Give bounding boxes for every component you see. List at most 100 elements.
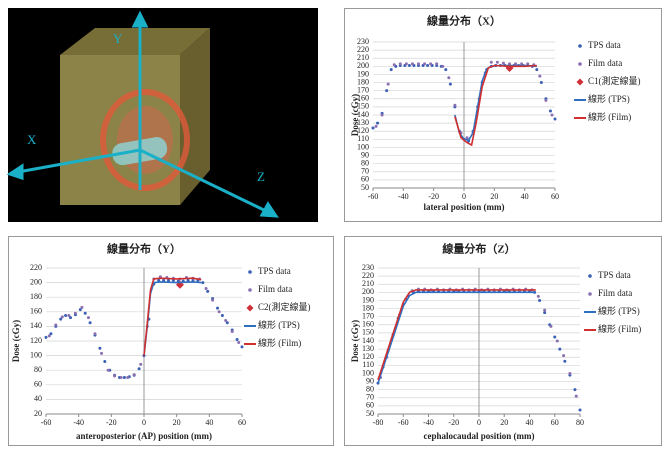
x-arrowhead [6, 163, 24, 181]
y-tick-label: 190 [362, 295, 374, 304]
y-tick-label: 180 [362, 303, 374, 312]
data-point [220, 313, 224, 317]
data-point [93, 332, 97, 336]
y-tick-label: 120 [357, 126, 369, 135]
data-point [216, 306, 219, 310]
x-tick-label: -40 [398, 192, 409, 201]
y-axis-label: Dose (cGy) [350, 320, 360, 362]
trend-line [377, 291, 536, 384]
data-point [69, 316, 72, 320]
y-tick-label: 80 [366, 384, 374, 393]
x-tick-label: 80 [576, 418, 584, 427]
data-point [543, 308, 547, 312]
data-point [100, 351, 104, 355]
data-point [535, 68, 539, 72]
data-point [47, 334, 51, 338]
legend-label: 線形 (Film) [598, 323, 641, 334]
x-axis-label: anteroposterior (AP) position (mm) [76, 431, 212, 441]
data-point [167, 278, 170, 282]
data-point [204, 286, 208, 290]
y-tick-label: 200 [362, 287, 374, 296]
x-tick-label: -40 [73, 418, 84, 427]
data-point [385, 89, 389, 93]
legend-label: Film data [258, 284, 292, 294]
legend-swatch [578, 44, 582, 48]
dose-shell [100, 89, 190, 191]
data-point [520, 62, 524, 66]
trend-line [377, 289, 536, 381]
y-tick-label: 120 [30, 336, 42, 345]
data-point [376, 121, 380, 125]
x-tick-label: 40 [521, 192, 529, 201]
data-point [235, 338, 239, 342]
render-panel: Y X Z [6, 8, 318, 222]
x-tick-label: 60 [551, 418, 559, 427]
y-tick-label: 60 [366, 401, 374, 410]
data-point [126, 376, 130, 379]
y-tick-label: 180 [30, 292, 42, 301]
data-point [448, 82, 452, 86]
data-point [548, 109, 552, 113]
legend-label: Film data [598, 288, 632, 298]
legend-swatch [588, 274, 592, 278]
data-point [465, 136, 469, 140]
y-tick-label: 190 [357, 69, 369, 78]
data-point [558, 347, 562, 351]
data-point [49, 332, 53, 336]
y-tick-label: 170 [362, 311, 374, 320]
legend-label: 線形 (TPS) [598, 305, 640, 316]
y-axis-label: Dose (cGy) [11, 320, 21, 362]
y-tick-label: 150 [362, 328, 374, 337]
z-axis-arrow [139, 148, 269, 214]
data-point [211, 298, 215, 302]
y-tick-label: 140 [357, 110, 369, 119]
legend-label: 線形 (TPS) [258, 319, 300, 330]
x-tick-label: 0 [462, 192, 466, 201]
data-point [122, 376, 126, 379]
data-point [83, 311, 87, 315]
data-point [59, 317, 63, 321]
y-tick-label: 20 [34, 409, 42, 418]
x-tick-label: 0 [477, 418, 481, 427]
cube-top [60, 28, 210, 55]
legend-swatch [588, 292, 592, 296]
data-point [508, 62, 511, 66]
data-point [426, 64, 430, 68]
y-tick-label: 110 [357, 134, 369, 143]
data-point [224, 319, 228, 323]
x-label: X [27, 132, 37, 147]
data-point [392, 63, 396, 67]
legend-label: C2(測定線量) [258, 301, 311, 312]
y-tick-label: 90 [361, 150, 369, 159]
data-point [444, 68, 448, 72]
data-point [113, 374, 117, 378]
data-point [171, 278, 175, 282]
y-tick-label: 220 [362, 271, 374, 280]
data-point [230, 330, 234, 334]
data-point [206, 289, 210, 293]
z-arrowhead [259, 201, 279, 218]
x-axis-arrow [17, 148, 141, 174]
data-point [568, 371, 572, 375]
legend-label: Film data [588, 58, 622, 68]
x-tick-label: 20 [500, 418, 508, 427]
y-tick-label: 200 [357, 61, 369, 70]
data-point [447, 76, 451, 80]
y-arrowhead [131, 10, 149, 28]
data-point [495, 60, 499, 64]
y-tick-label: 100 [30, 350, 42, 359]
y-tick-label: 210 [362, 279, 374, 288]
data-point [80, 305, 84, 309]
data-point [550, 113, 554, 117]
data-point [371, 126, 375, 130]
data-point [119, 376, 123, 379]
chart-title: 線量分布（Y） [107, 242, 181, 256]
legend-label: C1(測定線量) [588, 75, 641, 86]
data-point [441, 64, 445, 68]
data-point [54, 323, 58, 327]
y-tick-label: 120 [362, 352, 374, 361]
data-point [553, 117, 557, 121]
data-point [64, 313, 68, 317]
y-tick-label: 150 [357, 102, 369, 111]
x-tick-label: -60 [398, 418, 409, 427]
